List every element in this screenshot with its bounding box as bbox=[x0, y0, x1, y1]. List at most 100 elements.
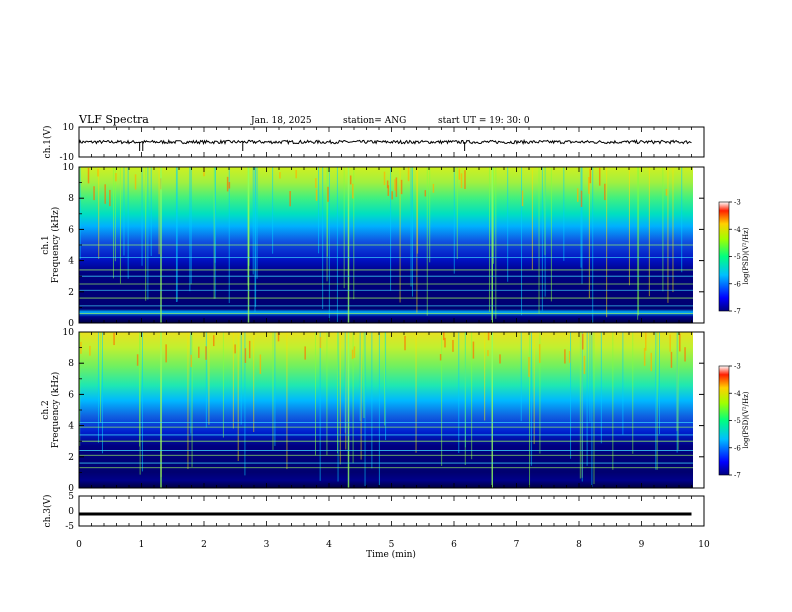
spectrogram-hotspot bbox=[589, 168, 592, 184]
spectrogram-streak bbox=[214, 167, 216, 299]
ch2-spectrogram-columns bbox=[79, 332, 686, 488]
spectrogram-streak bbox=[147, 167, 149, 300]
spectrogram-hotspot bbox=[424, 190, 427, 197]
spectrogram-hotspot bbox=[277, 332, 280, 342]
spectrogram-streak bbox=[363, 332, 365, 419]
spectrogram-ytick-label: 0 bbox=[68, 319, 74, 329]
time-tick-label: 4 bbox=[326, 540, 332, 550]
colorbar-tick-label: -4 bbox=[734, 390, 741, 398]
spectrogram-ytick-label: 10 bbox=[63, 163, 75, 173]
spectrogram-ytick-label: 4 bbox=[68, 257, 74, 267]
spectrogram-streak bbox=[458, 332, 460, 453]
spectrogram-ytick-label: 0 bbox=[68, 484, 74, 494]
spectrogram-hotspot bbox=[443, 332, 445, 341]
spectrogram-streak bbox=[586, 332, 588, 466]
spectrogram-streak bbox=[326, 332, 328, 456]
ch1-waveform-ylabel: ch.1(V) bbox=[42, 126, 53, 159]
spectrogram-hotspot bbox=[538, 344, 541, 363]
spectrogram-ytick-label: 4 bbox=[68, 422, 74, 432]
spectrogram-streak bbox=[600, 332, 602, 444]
spectrogram-streak bbox=[677, 332, 679, 450]
spectrogram-streak bbox=[581, 167, 583, 284]
spectrogram-hotspot bbox=[353, 346, 356, 358]
ch1-spectrogram-ylabel: Frequency (kHz) bbox=[50, 207, 61, 284]
spectrogram-hotspot bbox=[228, 182, 231, 189]
spectrogram-streak bbox=[390, 167, 392, 291]
spectrogram-streak bbox=[628, 167, 630, 286]
spectrogram-hotspot bbox=[568, 351, 571, 363]
spectrogram-streak bbox=[672, 167, 674, 293]
colorbar-tick-label: -6 bbox=[734, 444, 741, 452]
spectrogram-streak bbox=[662, 167, 664, 292]
spectrogram-streak bbox=[416, 167, 418, 254]
colorbar-tick-label: -5 bbox=[734, 417, 741, 425]
spectrogram-streak bbox=[337, 332, 339, 454]
spectrogram-hotspot bbox=[93, 186, 95, 201]
spectrogram-hotspot bbox=[487, 332, 490, 341]
spectrogram-hotspot bbox=[643, 347, 646, 366]
spectrogram-streak bbox=[112, 167, 114, 279]
spectrogram-streak bbox=[208, 332, 210, 425]
spectrogram-hotspot bbox=[407, 167, 410, 182]
spectrogram-streak bbox=[141, 332, 143, 472]
spectrogram-streak bbox=[127, 167, 129, 279]
spectrogram-hotspot bbox=[205, 346, 207, 360]
figure-title: VLF Spectra bbox=[78, 113, 149, 126]
spectrogram-hotspot bbox=[644, 332, 647, 351]
spectrogram-streak bbox=[656, 332, 658, 470]
spectrogram-hotspot bbox=[458, 168, 461, 180]
spectrogram-hotspot bbox=[248, 340, 251, 359]
spectrogram-streak bbox=[175, 167, 177, 303]
spectrogram-hotspot bbox=[394, 179, 396, 191]
spectrogram-hotspot bbox=[351, 349, 354, 359]
spectrogram-streak bbox=[570, 332, 572, 459]
spectrogram-streak bbox=[359, 332, 361, 421]
spectrogram-hotspot bbox=[115, 173, 117, 182]
spectrogram-streak bbox=[658, 332, 660, 435]
ch1-colorbar-ticks: -3 -4 -5 -6 -7 bbox=[729, 199, 741, 316]
spectrogram-hotspot bbox=[289, 191, 291, 207]
spectrogram-hotspot bbox=[386, 180, 389, 189]
spectrogram-hotspot bbox=[89, 345, 91, 356]
spectrogram-hotspot bbox=[190, 354, 192, 368]
ch2-spectrogram-tones bbox=[79, 422, 693, 469]
spectrogram-streak bbox=[119, 167, 121, 284]
spectrogram-streak bbox=[244, 332, 246, 476]
ch2-colorbar bbox=[718, 365, 730, 476]
spectrogram-streak bbox=[318, 167, 320, 254]
spectrogram-hotspot bbox=[604, 183, 606, 201]
time-tick-label: 1 bbox=[139, 540, 145, 550]
spectrogram-streak bbox=[97, 332, 99, 443]
spectrogram-streak bbox=[187, 332, 189, 469]
spectrogram-streak bbox=[648, 167, 650, 297]
spectrogram-hotspot bbox=[598, 167, 601, 186]
spectrogram-streak bbox=[139, 332, 141, 447]
time-tick-label: 7 bbox=[514, 540, 520, 550]
spectrogram-streak bbox=[232, 332, 234, 429]
time-tick-label: 5 bbox=[389, 540, 395, 550]
time-tick-label: 10 bbox=[698, 540, 710, 550]
spectrogram-streak bbox=[453, 167, 455, 274]
spectrogram-streak bbox=[495, 167, 497, 319]
spectrogram-streak bbox=[606, 167, 608, 318]
spectrogram-streak bbox=[145, 167, 147, 301]
spectrogram-hotspot bbox=[315, 189, 318, 201]
spectrogram-streak bbox=[114, 167, 116, 262]
spectrogram-streak bbox=[343, 167, 345, 289]
spectrogram-hotspot bbox=[464, 170, 466, 190]
spectrogram-hotspot bbox=[439, 354, 442, 361]
ch1-spectrogram-tones bbox=[79, 244, 693, 315]
start-ut-label: start UT = 19: 30: 0 bbox=[438, 116, 530, 126]
spectrogram-streak bbox=[274, 332, 276, 446]
spectrogram-streak bbox=[588, 167, 590, 299]
spectrogram-streak bbox=[429, 167, 431, 263]
spectrogram-streak bbox=[488, 167, 490, 312]
spectrogram-hotspot bbox=[387, 185, 390, 196]
spectrogram-hotspot bbox=[528, 357, 530, 377]
spectrogram-streak bbox=[521, 167, 523, 316]
spectrogram-streak bbox=[638, 167, 640, 316]
spectrogram-hotspot bbox=[679, 333, 681, 352]
ch1-waveform-trace bbox=[78, 138, 692, 146]
time-tick-label: 2 bbox=[201, 540, 207, 550]
